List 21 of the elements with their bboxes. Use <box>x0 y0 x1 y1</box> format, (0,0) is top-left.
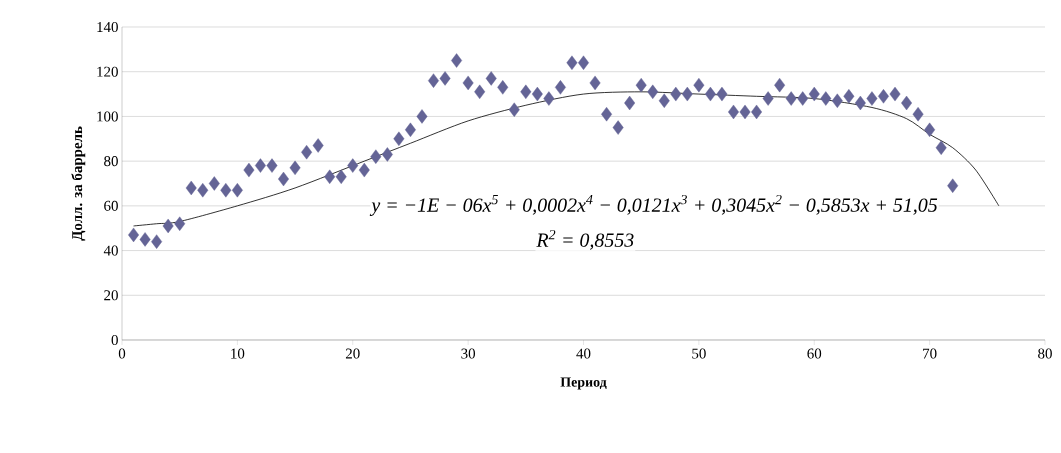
y-tick-label: 60 <box>104 200 118 211</box>
annotation: R$^{2}$ = 0,8553 <box>536 229 634 250</box>
x-tick-label: 20 <box>345 348 360 359</box>
x-tick-label: 10 <box>231 348 245 359</box>
x-tick-label: 0 <box>118 348 126 359</box>
y-tick-label: 80 <box>104 156 118 167</box>
x-tick-label: 80 <box>1038 348 1052 359</box>
y-tick-label: 100 <box>97 111 118 122</box>
x-tick-label: 40 <box>576 348 591 359</box>
y-tick-label: 0 <box>111 334 118 346</box>
y-tick-label: 20 <box>104 290 118 301</box>
y-axis-title: Долл. за баррель <box>71 126 86 241</box>
text: y = −1E − 06x$^{5}$ + 0,0002x$^{4}$ − 0,0121x$^{3}$ + 0,3045x$^{2}$ − 0,5853x + 51,05 <box>369 194 938 216</box>
y-tick-label: 140 <box>97 21 118 33</box>
y-tick-label: 40 <box>103 245 118 256</box>
y-tick-label: 120 <box>97 66 118 77</box>
x-tick-label: 50 <box>692 348 706 359</box>
x-tick-label: 30 <box>461 348 476 359</box>
x-tick-label: 60 <box>807 348 822 359</box>
x-axis-title: Период <box>560 377 607 390</box>
x-tick-label: 70 <box>923 348 937 359</box>
